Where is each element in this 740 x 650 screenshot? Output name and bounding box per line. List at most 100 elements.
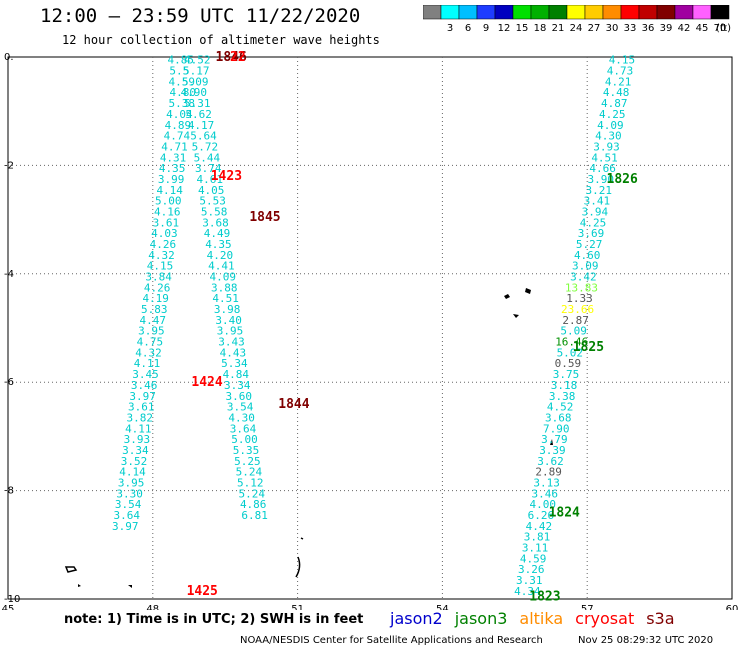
chart-subtitle: 12 hour collection of altimeter wave hei… (62, 33, 380, 47)
swh-value: 5.02 (557, 346, 584, 359)
legend-bin-label: 45 (696, 23, 709, 34)
swh-value: 4.09 (210, 271, 237, 284)
legend-bin-label: 6 (465, 23, 471, 34)
swh-value: 4.11 (134, 357, 161, 370)
swh-value: 4.26 (144, 281, 171, 294)
satellite-altika: altika (519, 609, 564, 628)
swh-value: 4.25 (580, 216, 607, 229)
x-tick-label: 57 (581, 604, 594, 610)
swh-value: 3.18 (551, 379, 578, 392)
swh-value: 4.59 (520, 552, 547, 565)
swh-value: 3.61 (153, 216, 180, 229)
swh-value: 5.38 (169, 97, 196, 110)
swh-value: 4.42 (526, 520, 553, 533)
swh-value: 5.25 (234, 455, 261, 468)
swh-value: 4.32 (148, 249, 175, 262)
swh-value: 4.00 (530, 498, 557, 511)
swh-value: 5.27 (576, 238, 603, 251)
swh-value: 5.44 (194, 151, 221, 164)
swh-value: 5.31 (184, 97, 211, 110)
swh-value: 5.62 (185, 108, 212, 121)
legend-bin-label: 18 (534, 23, 547, 34)
swh-value: 4.59 (169, 75, 196, 88)
time-label: 1825 (573, 340, 604, 355)
swh-value: 3.30 (116, 487, 143, 500)
swh-value: 4.30 (595, 130, 622, 143)
swh-value: 6.26 (528, 509, 555, 522)
time-label: 1846 (216, 50, 247, 65)
swh-value: 3.54 (227, 401, 254, 414)
swh-value: 5.34 (221, 357, 248, 370)
swh-value: 3.69 (578, 227, 605, 240)
swh-value: 4.87 (601, 97, 628, 110)
generated-timestamp: Nov 25 08:29:32 UTC 2020 (578, 635, 714, 646)
swh-value: 3.62 (537, 455, 564, 468)
swh-value: 3.75 (553, 368, 580, 381)
swh-value: 4.25 (599, 108, 626, 121)
time-label: 1425 (187, 584, 218, 599)
swh-value: 3.64 (113, 509, 140, 522)
swh-value: 4.41 (208, 260, 235, 273)
swh-value: 3.42 (570, 271, 597, 284)
swh-value: 3.98 (214, 303, 241, 316)
y-tick-label: -2 (4, 160, 14, 171)
swh-value: 4.14 (156, 184, 183, 197)
swh-value: 4.73 (607, 65, 634, 78)
legend-bin-label: 24 (570, 23, 583, 34)
swh-value: 4.90 (181, 86, 208, 99)
swh-value: 4.17 (188, 119, 215, 132)
x-tick-label: 54 (436, 604, 449, 610)
swh-value: 2.89 (535, 466, 562, 479)
axis-tick-labels: 45 48 51 54 57 60 0. -2 -4 -6 -8 -10 (2, 52, 739, 610)
swh-value: 16.46 (555, 336, 588, 349)
time-label: 1823 (529, 589, 560, 604)
swh-value: 5.17 (183, 65, 210, 78)
swh-value: 4.31 (160, 151, 187, 164)
x-tick-label: 60 (726, 604, 739, 610)
swh-value: 4.20 (207, 249, 234, 262)
satellite-jason3: jason3 (454, 609, 508, 628)
swh-value: 3.31 (516, 574, 543, 587)
swh-value: 3.21 (586, 184, 613, 197)
swh-value: 4.03 (151, 227, 178, 240)
swh-value: 3.34 (224, 379, 251, 392)
time-label: 22 (230, 50, 246, 65)
swh-value: 3.40 (215, 314, 242, 327)
swh-values: 4.855.54.594.805.384.044.894.744.714.314… (112, 54, 635, 598)
swh-value: 3.09 (572, 260, 599, 273)
swh-value: 3.81 (524, 531, 551, 544)
plot-frame (7, 56, 733, 600)
swh-value: 3.97 (112, 520, 139, 533)
x-tick-label: 48 (146, 604, 159, 610)
swh-value: 3.39 (539, 444, 566, 457)
grid-lines (8, 57, 732, 599)
swh-value: 3.61 (128, 401, 155, 414)
altimeter-plot: 45 48 51 54 57 600.-2-4-6-8-10 4.855.54.594.8… (2, 50, 739, 610)
time-label: 1844 (278, 397, 309, 412)
swh-value: 4.21 (605, 75, 632, 88)
swh-value: 4.51 (212, 292, 239, 305)
swh-value: 4.71 (161, 140, 188, 153)
swh-value: 5.53 (199, 195, 226, 208)
swh-value: 5.09 (560, 325, 587, 338)
legend-bin-label: 39 (660, 23, 673, 34)
swh-value: 7.90 (543, 422, 570, 435)
swh-value: 3.11 (522, 542, 549, 555)
swh-value: 4.48 (603, 86, 630, 99)
swh-value: 5.00 (231, 433, 258, 446)
legend-bin-label: 3 (447, 23, 453, 34)
swh-value: 5.83 (141, 303, 168, 316)
swh-value: 4.14 (119, 466, 146, 479)
y-tick-label: -6 (4, 377, 14, 388)
swh-value: 5.5 (169, 65, 189, 78)
swh-value: 4.74 (164, 130, 191, 143)
swh-value: 4.51 (591, 151, 618, 164)
swh-value: 5.64 (190, 130, 217, 143)
time-label: 1824 (549, 505, 580, 520)
swh-value: 3.88 (211, 281, 238, 294)
swh-value: 5.00 (155, 195, 182, 208)
swh-value: 4.80 (169, 86, 196, 99)
swh-value: 3.68 (545, 411, 572, 424)
swh-value: 4.75 (137, 336, 164, 349)
legend-bin-label: 30 (606, 23, 619, 34)
